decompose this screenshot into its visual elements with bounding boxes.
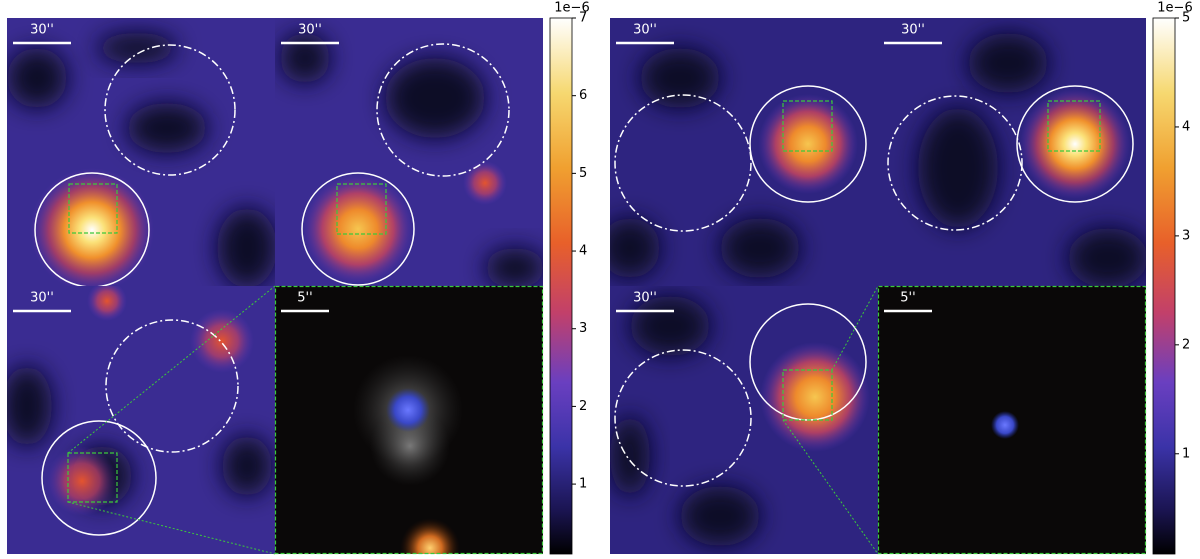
- scale-label: 30'': [30, 23, 54, 38]
- colorbar-tick-label: 3: [1182, 228, 1190, 243]
- dark-patch: [7, 366, 52, 446]
- panel-content: [610, 286, 878, 554]
- source: [991, 411, 1019, 439]
- panel-content: [7, 286, 275, 554]
- dark-patch: [7, 48, 67, 108]
- zoom-box: [68, 183, 118, 234]
- dark-patch: [280, 33, 330, 83]
- dark-patch: [127, 103, 207, 153]
- background-aperture: [887, 95, 1023, 231]
- zoom-box: [782, 369, 833, 421]
- source: [400, 518, 460, 554]
- panel-content: [878, 18, 1146, 286]
- zoom-box: [782, 100, 833, 152]
- scale-label: 5'': [900, 291, 915, 306]
- emission: [463, 161, 507, 205]
- zoom-box: [336, 183, 387, 235]
- dark-patch: [485, 248, 543, 286]
- image-panel: 30'': [610, 18, 878, 286]
- colorbar-tick-label: 1: [579, 477, 587, 492]
- background-aperture: [614, 94, 752, 232]
- aperture: [34, 172, 150, 286]
- zoom-line: [67, 501, 276, 555]
- panel-content: [610, 18, 878, 286]
- source: [47, 446, 117, 516]
- image-panel: 30'': [7, 18, 275, 286]
- dark-patch: [918, 108, 998, 228]
- dark-patch: [385, 58, 485, 138]
- zoom-box: [1047, 100, 1101, 152]
- source: [758, 94, 858, 194]
- image-panel: 30'': [7, 286, 275, 554]
- zoom-frame: [877, 285, 1147, 555]
- panel-content: [7, 18, 275, 286]
- background-aperture: [614, 349, 752, 487]
- scale-label: 30'': [298, 23, 322, 38]
- emission: [87, 286, 127, 321]
- scale-label: 30'': [30, 291, 54, 306]
- source: [370, 406, 450, 486]
- dark-patch: [680, 486, 760, 546]
- dark-patch: [610, 218, 660, 278]
- dark-patch: [222, 436, 272, 496]
- source: [303, 174, 413, 284]
- colorbar-tick-label: 3: [579, 321, 587, 336]
- dark-patch: [968, 33, 1048, 93]
- colorbar: [1152, 17, 1176, 555]
- colorbar-tick-label: 5: [1182, 11, 1190, 26]
- zoom-box: [67, 452, 118, 503]
- panel-content: [275, 18, 543, 286]
- dark-patch: [217, 208, 275, 286]
- colorbar-tick-label: 2: [579, 399, 587, 414]
- colorbar-tick-label: 4: [579, 244, 587, 259]
- image-panel: 30'': [275, 18, 543, 286]
- source: [30, 168, 154, 286]
- zoom-line: [782, 419, 879, 555]
- zoom-line: [67, 285, 276, 454]
- background-aperture: [376, 43, 510, 177]
- colorbar-exponent: 1e−6: [1157, 1, 1192, 16]
- panel-content: [878, 286, 1146, 554]
- colorbar-tick-label: 6: [579, 88, 587, 103]
- panel-content: [275, 286, 543, 554]
- emission: [190, 309, 254, 373]
- image-panel: 5'': [877, 285, 1147, 555]
- dark-patch: [97, 33, 177, 63]
- zoom-frame: [274, 285, 544, 555]
- image-panel: 30'': [610, 286, 878, 554]
- aperture: [1016, 85, 1134, 203]
- colorbar-tick-label: 4: [1182, 119, 1190, 134]
- dark-patch: [1068, 228, 1146, 286]
- colorbar: [549, 17, 573, 555]
- scale-label: 30'': [633, 23, 657, 38]
- background-aperture: [105, 319, 239, 453]
- aperture: [301, 172, 415, 286]
- source: [1020, 89, 1130, 199]
- aperture: [749, 85, 867, 203]
- dark-patch: [720, 218, 800, 278]
- scale-label: 30'': [901, 23, 925, 38]
- image-panel: 30'': [878, 18, 1146, 286]
- source: [386, 388, 430, 432]
- colorbar-tick-label: 5: [579, 166, 587, 181]
- colorbar-tick-label: 2: [1182, 337, 1190, 352]
- aperture: [41, 420, 157, 536]
- colorbar-tick-label: 1: [1182, 446, 1190, 461]
- dark-patch: [610, 416, 650, 496]
- dark-patch: [640, 48, 720, 108]
- scale-label: 30'': [633, 291, 657, 306]
- background-aperture: [104, 44, 236, 176]
- image-panel: 5'': [274, 285, 544, 555]
- source: [760, 342, 870, 452]
- colorbar-tick-label: 7: [579, 11, 587, 26]
- colorbar-exponent: 1e−6: [554, 1, 589, 16]
- scale-label: 5'': [297, 291, 312, 306]
